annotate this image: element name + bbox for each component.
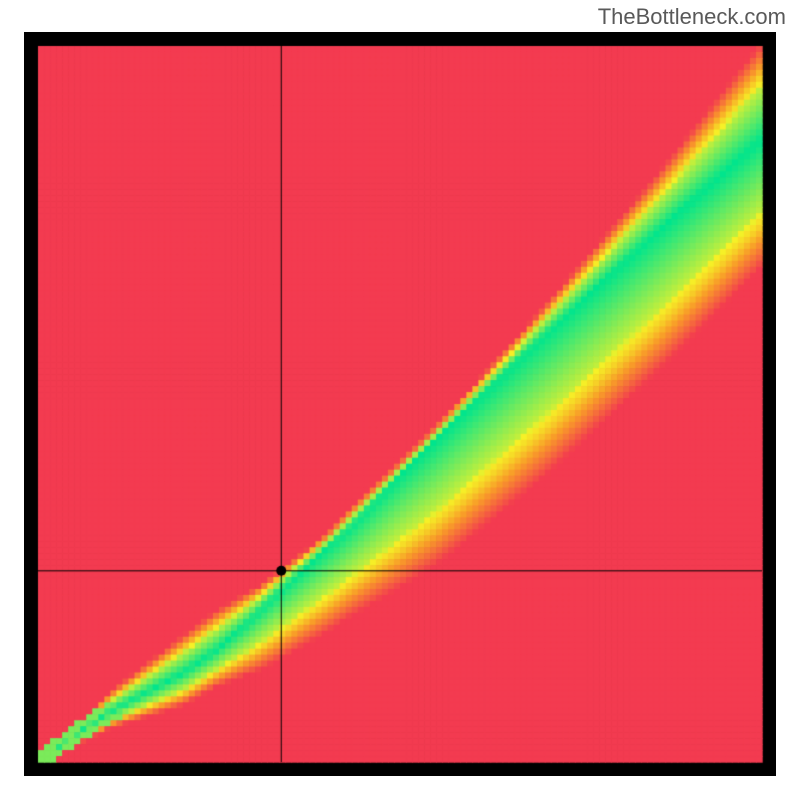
plot-frame — [24, 32, 776, 776]
watermark-text: TheBottleneck.com — [598, 4, 786, 30]
heatmap-canvas — [24, 32, 776, 776]
